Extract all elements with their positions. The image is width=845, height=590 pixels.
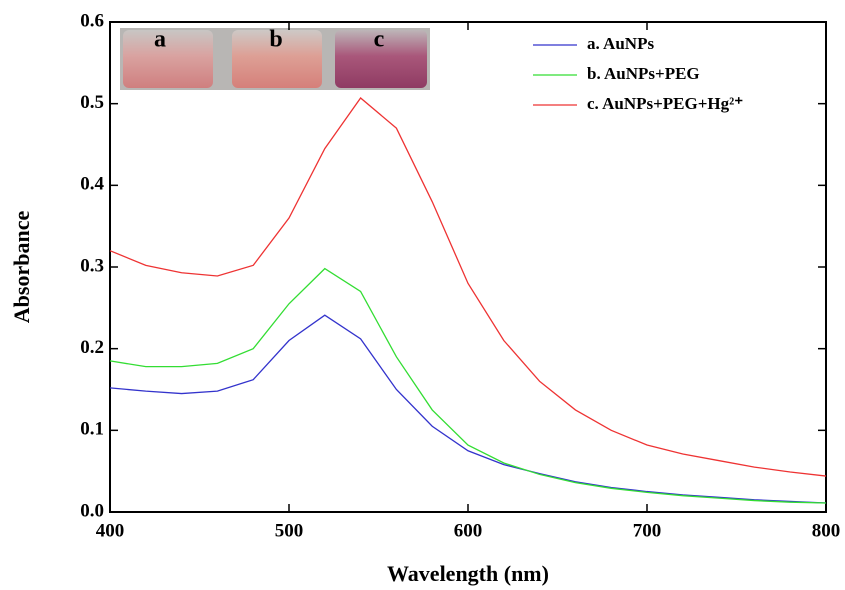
x-tick-label: 800 bbox=[812, 520, 841, 541]
y-tick-label: 0.0 bbox=[80, 500, 104, 521]
y-tick-label: 0.5 bbox=[80, 92, 104, 113]
inset-label: c bbox=[374, 27, 385, 53]
inset-photo bbox=[120, 28, 430, 90]
legend-label: a. AuNPs bbox=[587, 34, 654, 53]
x-tick-label: 400 bbox=[96, 520, 125, 541]
series-line bbox=[109, 314, 827, 504]
inset-label: b bbox=[269, 27, 282, 53]
vial bbox=[335, 30, 427, 88]
y-axis-title: Absorbance bbox=[9, 211, 34, 324]
vial bbox=[232, 30, 322, 88]
y-tick-label: 0.3 bbox=[80, 255, 104, 276]
legend-label: c. AuNPs+PEG+Hg²⁺ bbox=[587, 94, 743, 113]
series-line bbox=[109, 96, 827, 477]
series-line bbox=[109, 267, 827, 504]
legend-label: b. AuNPs+PEG bbox=[587, 64, 700, 83]
y-tick-label: 0.4 bbox=[80, 174, 104, 195]
x-tick-label: 500 bbox=[275, 520, 304, 541]
y-tick-label: 0.6 bbox=[80, 10, 104, 31]
x-tick-label: 700 bbox=[633, 520, 662, 541]
plot-frame bbox=[109, 21, 827, 513]
inset-label: a bbox=[154, 27, 166, 53]
vial bbox=[123, 30, 213, 88]
y-tick-label: 0.1 bbox=[80, 419, 104, 440]
x-tick-label: 600 bbox=[454, 520, 483, 541]
y-tick-label: 0.2 bbox=[80, 337, 104, 358]
x-axis-title: Wavelength (nm) bbox=[387, 561, 549, 586]
